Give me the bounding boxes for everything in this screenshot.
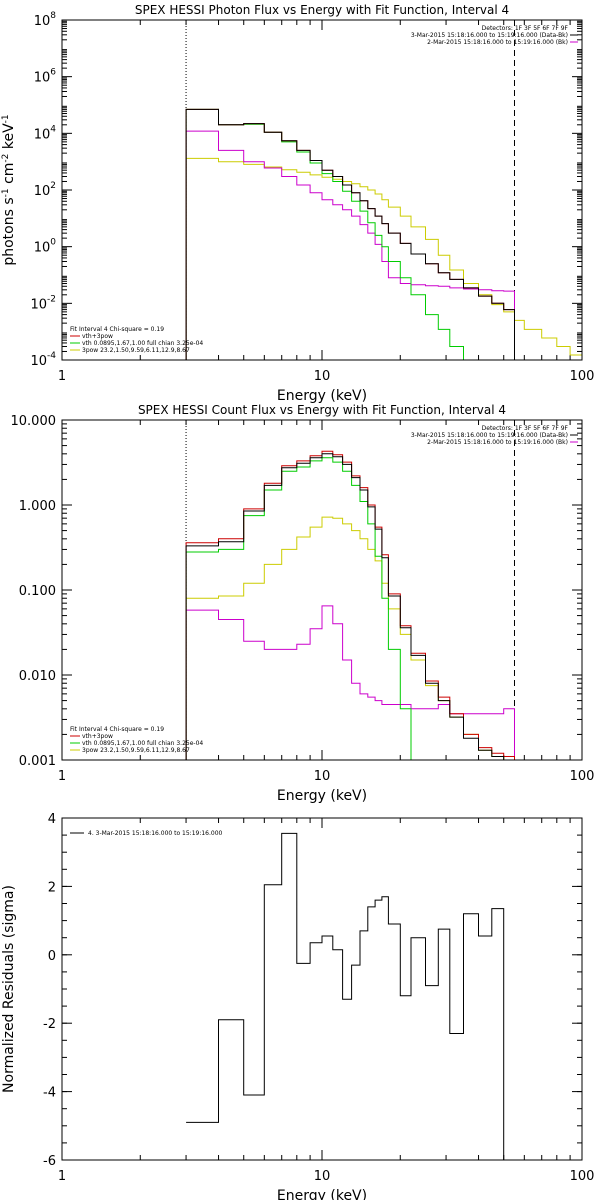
series-line-bk xyxy=(185,130,515,360)
y-tick-label: 4 xyxy=(48,812,56,827)
series-group xyxy=(185,450,515,760)
plot-frame xyxy=(61,19,583,361)
x-tick-label: 1 xyxy=(58,1169,66,1184)
legend-top-right-text: Detectors: 1F 3F 5F 6F 7F 9F xyxy=(482,425,569,432)
y-axis-label-part: keV xyxy=(1,123,17,154)
y-tick-label: -4 xyxy=(43,1086,56,1101)
y-tick-exponent: 0 xyxy=(50,238,56,248)
series-line-vth xyxy=(185,108,479,360)
legend-bottom-left-text: vth+3pow xyxy=(82,733,113,740)
y-tick-label: -2 xyxy=(43,1017,56,1032)
series-line-vth_3pow xyxy=(185,450,515,760)
x-tick-label: 10 xyxy=(314,369,331,384)
y-tick-label: 10-2 xyxy=(30,294,56,312)
series-line-total xyxy=(185,108,515,360)
x-tick-label: 10 xyxy=(314,769,331,784)
y-tick-label: -6 xyxy=(43,1154,56,1169)
legend-bottom-left-text: vth 0.0895,1.67,1.00 full chian 3.25e-04 xyxy=(82,740,203,747)
legend-bottom-left-text: 3pow 23.2,1.50,9.59,6.11,12.9,8.67 xyxy=(82,747,190,754)
y-tick-label: 10.000 xyxy=(11,414,57,429)
legend-bottom-left-text: Fit Interval 4 Chi-square = 0.19 xyxy=(70,326,164,333)
y-tick-exponent: -4 xyxy=(47,351,56,361)
legend-top-left-text: 4. 3-Mar-2015 15:18:16.000 to 15:19:16.0… xyxy=(88,830,223,837)
y-tick-label: 100 xyxy=(34,238,57,256)
y-tick-exponent: 4 xyxy=(50,124,56,134)
x-axis-label: Energy (keV) xyxy=(277,1188,367,1200)
series-line-vth_3pow xyxy=(185,108,515,360)
legend-bottom-left-text: 3pow 23.2,1.50,9.59,6.11,12.9,8.67 xyxy=(82,347,190,354)
x-tick-label: 100 xyxy=(570,1169,595,1184)
x-tick-label: 100 xyxy=(570,769,595,784)
series-group xyxy=(186,832,515,1160)
y-tick-exponent: 8 xyxy=(50,11,56,21)
y-tick-exponent: 6 xyxy=(50,68,56,78)
y-tick-exponent: -2 xyxy=(47,294,56,304)
y-tick-label: 0.001 xyxy=(19,754,56,769)
y-axis-label: photons s-1 cm-2 keV-1 xyxy=(1,114,17,265)
series-line-vth xyxy=(185,457,426,760)
x-tick-label: 1 xyxy=(58,369,66,384)
y-tick-label: 0.100 xyxy=(19,584,56,599)
y-tick-label: 102 xyxy=(34,181,56,199)
x-tick-label: 10 xyxy=(314,1169,331,1184)
series-line-pow xyxy=(185,157,582,360)
legend-top-right-text: Detectors: 1F 3F 5F 6F 7F 9F xyxy=(482,25,569,32)
y-axis-label: Normalized Residuals (sigma) xyxy=(1,885,17,1093)
legend-top-right-text: 3-Mar-2015 15:18:16.000 to 15:19:16.000 … xyxy=(411,432,568,439)
y-axis-label-part: -1 xyxy=(1,114,11,123)
y-tick-label: 106 xyxy=(34,68,57,86)
y-tick-exponent: 2 xyxy=(50,181,56,191)
legend-bottom-left-text: vth+3pow xyxy=(82,333,113,340)
y-axis-label-part: -1 xyxy=(1,188,11,197)
y-axis-label-part: cm xyxy=(1,163,17,189)
y-tick-label: 108 xyxy=(34,11,57,29)
plot-frame xyxy=(61,419,583,761)
photon-flux-panel: SPEX HESSI Photon Flux vs Energy with Fi… xyxy=(1,3,594,404)
legend-bottom-left-text: vth 0.0895,1.67,1.00 full chian 3.25e-04 xyxy=(82,340,203,347)
series-line-pow xyxy=(185,516,515,760)
chart-title: SPEX HESSI Count Flux vs Energy with Fit… xyxy=(138,403,506,417)
y-tick-label: 2 xyxy=(48,880,56,895)
y-tick-label: 0.010 xyxy=(19,669,56,684)
series-group xyxy=(185,108,582,360)
x-tick-label: 1 xyxy=(58,769,66,784)
legend-bottom-left-text: Fit Interval 4 Chi-square = 0.19 xyxy=(70,726,164,733)
series-line-total xyxy=(186,832,515,1160)
chart-title: SPEX HESSI Photon Flux vs Energy with Fi… xyxy=(135,3,509,17)
y-tick-label: 104 xyxy=(34,124,57,142)
y-tick-label: 0 xyxy=(48,949,56,964)
plot-frame xyxy=(61,817,583,1161)
series-line-total xyxy=(185,453,515,760)
x-tick-label: 100 xyxy=(570,369,595,384)
x-axis-label: Energy (keV) xyxy=(277,788,367,804)
y-axis-label-part: photons s xyxy=(1,197,17,265)
legend-top-right-text: 2-Mar-2015 15:18:16.000 to 15:19:16.000 … xyxy=(427,39,568,46)
legend-top-right-text: 3-Mar-2015 15:18:16.000 to 15:19:16.000 … xyxy=(411,32,568,39)
legend-top-right-text: 2-Mar-2015 15:18:16.000 to 15:19:16.000 … xyxy=(427,439,568,446)
y-tick-label: 10-4 xyxy=(30,351,56,369)
y-tick-label: 1.000 xyxy=(19,499,56,514)
y-axis-label-part: -2 xyxy=(1,154,11,163)
count-flux-panel: SPEX HESSI Count Flux vs Energy with Fit… xyxy=(11,403,595,804)
x-axis-label: Energy (keV) xyxy=(277,388,367,404)
residuals-panel: Energy (keV) Normalized Residuals (sigma)… xyxy=(1,812,594,1200)
